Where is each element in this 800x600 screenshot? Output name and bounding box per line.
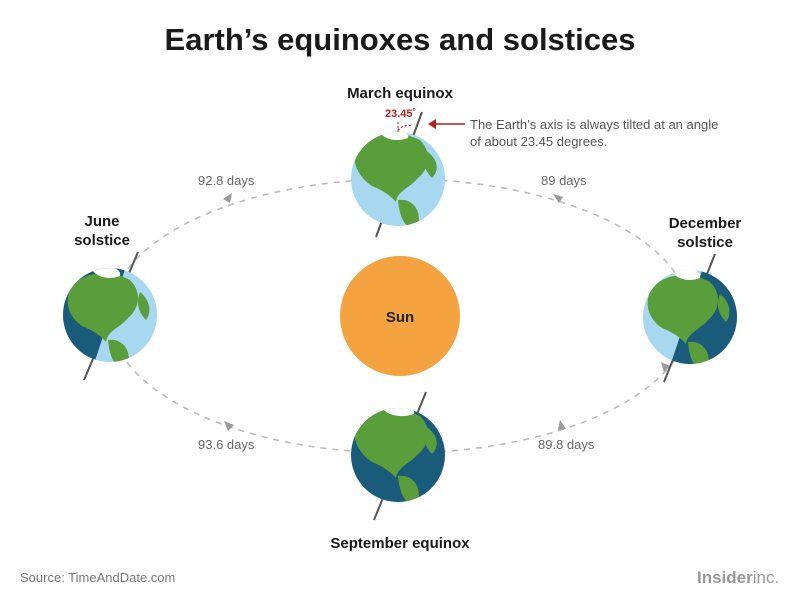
sun <box>340 256 460 376</box>
june-solstice-label: June solstice <box>62 212 142 250</box>
arrow-bottom-right <box>558 420 566 430</box>
december-label-line1: December <box>668 215 742 232</box>
duration-top-right: 89 days <box>541 173 587 188</box>
arrow-right-side <box>661 362 670 372</box>
duration-bottom-left: 93.6 days <box>198 437 255 452</box>
december-label-line2: solstice <box>677 234 733 251</box>
arrow-bottom-left <box>224 421 234 431</box>
march-equinox-label: March equinox <box>347 85 453 102</box>
tilt-angle-label: 23.45˚ <box>385 108 417 120</box>
december-solstice-label: December solstice <box>655 214 755 252</box>
source-credit: Source: TimeAndDate.com <box>20 570 176 585</box>
sun-label: Sun <box>385 309 415 326</box>
axis-tilt-note: The Earth’s axis is always tilted at an … <box>470 117 719 149</box>
arrow-top-right <box>553 194 563 203</box>
page-title: Earth’s equinoxes and solstices <box>164 22 636 57</box>
brand-name: Insider <box>697 568 753 587</box>
earth-september-equinox <box>351 391 445 521</box>
earth-june-solstice <box>63 251 157 381</box>
june-label-line1: June <box>84 213 120 230</box>
tilt-angle-arc <box>397 124 413 131</box>
note-pointer-head <box>428 119 436 129</box>
arrow-top-left <box>223 193 232 203</box>
duration-top-left: 92.8 days <box>198 173 255 188</box>
september-equinox-label: September equinox <box>330 535 470 552</box>
duration-bottom-right: 89.8 days <box>538 437 595 452</box>
earth-march-equinox <box>351 111 445 238</box>
june-label-line2: solstice <box>74 232 130 249</box>
brand-suffix: inc. <box>752 568 780 587</box>
earth-december-solstice <box>643 253 737 383</box>
insider-logo: Insiderinc. <box>697 568 779 588</box>
